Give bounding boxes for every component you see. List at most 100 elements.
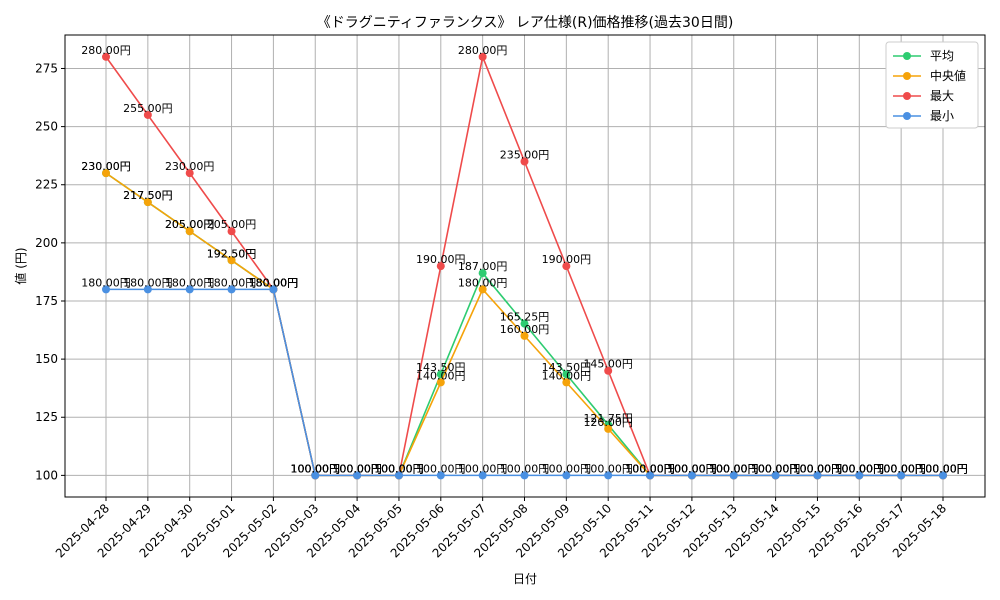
legend-swatch-marker bbox=[903, 92, 911, 100]
data-label: 180.00円 bbox=[249, 276, 299, 289]
data-point bbox=[604, 424, 613, 433]
data-label: 187.00円 bbox=[458, 260, 508, 273]
data-label: 280.00円 bbox=[458, 44, 508, 57]
data-point bbox=[102, 169, 110, 178]
data-label: 100.00円 bbox=[709, 462, 759, 475]
data-label: 100.00円 bbox=[332, 462, 382, 475]
data-point bbox=[771, 471, 780, 480]
data-point bbox=[604, 366, 613, 375]
data-label: 192.50円 bbox=[207, 247, 257, 260]
data-label: 100.00円 bbox=[625, 462, 675, 475]
y-tick-label: 250 bbox=[35, 120, 58, 134]
data-point bbox=[520, 319, 529, 328]
data-point bbox=[394, 471, 403, 480]
data-point bbox=[353, 471, 362, 480]
data-label: 100.00円 bbox=[332, 462, 382, 475]
data-label: 190.00円 bbox=[542, 253, 592, 266]
legend-swatch-marker bbox=[903, 52, 911, 60]
data-label: 100.00円 bbox=[625, 462, 675, 475]
data-label: 100.00円 bbox=[876, 462, 926, 475]
grid bbox=[65, 35, 985, 497]
data-label: 160.00円 bbox=[500, 323, 550, 336]
data-point bbox=[855, 471, 864, 480]
data-label: 100.00円 bbox=[374, 462, 424, 475]
data-point bbox=[185, 169, 194, 178]
data-point bbox=[562, 471, 571, 480]
legend-frame bbox=[885, 41, 979, 129]
data-label: 100.00円 bbox=[876, 462, 926, 475]
data-label: 190.00円 bbox=[416, 253, 466, 266]
data-point bbox=[143, 110, 152, 119]
legend-label: 最小 bbox=[930, 109, 954, 123]
legend-swatch-marker bbox=[903, 112, 911, 120]
data-label: 100.00円 bbox=[667, 462, 717, 475]
data-label: 100.00円 bbox=[709, 462, 759, 475]
data-point bbox=[604, 471, 613, 480]
data-point bbox=[520, 157, 529, 166]
data-point bbox=[478, 471, 487, 480]
data-point bbox=[436, 262, 445, 271]
data-label: 230.00円 bbox=[165, 160, 215, 173]
data-point bbox=[436, 471, 445, 480]
data-label: 100.00円 bbox=[374, 462, 424, 475]
data-label: 100.00円 bbox=[625, 462, 675, 475]
data-label: 205.00円 bbox=[165, 218, 215, 231]
data-label: 100.00円 bbox=[918, 462, 968, 475]
data-label: 121.75円 bbox=[583, 412, 633, 425]
data-point bbox=[562, 370, 571, 379]
data-label: 100.00円 bbox=[332, 462, 382, 475]
data-label: 180.00円 bbox=[458, 276, 508, 289]
data-label: 100.00円 bbox=[625, 462, 675, 475]
legend-label: 最大 bbox=[930, 89, 954, 103]
y-tick-label: 200 bbox=[35, 236, 58, 250]
data-label: 180.00円 bbox=[249, 276, 299, 289]
data-label: 180.00円 bbox=[207, 276, 257, 289]
data-label: 180.00円 bbox=[123, 276, 173, 289]
data-point bbox=[646, 471, 655, 480]
data-point bbox=[143, 285, 152, 294]
data-label: 100.00円 bbox=[667, 462, 717, 475]
data-label: 100.00円 bbox=[793, 462, 843, 475]
data-label: 280.00円 bbox=[81, 44, 131, 57]
data-label: 100.00円 bbox=[291, 462, 341, 475]
data-label: 140.00円 bbox=[542, 369, 592, 382]
data-label: 100.00円 bbox=[709, 462, 759, 475]
data-label: 100.00円 bbox=[500, 462, 550, 475]
data-label: 100.00円 bbox=[458, 462, 508, 475]
data-label: 100.00円 bbox=[751, 462, 801, 475]
data-label: 100.00円 bbox=[793, 462, 843, 475]
legend-label: 平均 bbox=[930, 49, 954, 63]
data-label: 140.00円 bbox=[416, 369, 466, 382]
chart-title: 《ドラグニティファランクス》 レア仕様(R)価格推移(過去30日間) bbox=[317, 15, 734, 31]
y-axis-label: 値 (円) bbox=[13, 247, 28, 284]
x-axis-label: 日付 bbox=[513, 572, 537, 586]
data-point bbox=[897, 471, 906, 480]
data-point bbox=[311, 471, 320, 480]
data-label: 100.00円 bbox=[291, 462, 341, 475]
data-label: 143.50円 bbox=[416, 361, 466, 374]
data-point bbox=[143, 198, 152, 207]
data-label: 255.00円 bbox=[123, 102, 173, 115]
data-point bbox=[478, 285, 487, 294]
data-label: 180.00円 bbox=[249, 276, 299, 289]
data-label: 100.00円 bbox=[542, 462, 592, 475]
data-label: 100.00円 bbox=[835, 462, 885, 475]
data-point bbox=[729, 471, 738, 480]
data-label: 100.00円 bbox=[416, 462, 466, 475]
y-tick-label: 150 bbox=[35, 352, 58, 366]
data-label: 100.00円 bbox=[374, 462, 424, 475]
series-layer bbox=[102, 52, 947, 480]
data-label: 100.00円 bbox=[709, 462, 759, 475]
data-point bbox=[185, 227, 194, 236]
data-point bbox=[562, 378, 571, 387]
y-tick-label: 125 bbox=[35, 410, 58, 424]
data-point bbox=[687, 471, 696, 480]
data-label: 145.00円 bbox=[583, 358, 633, 371]
data-label: 100.00円 bbox=[876, 462, 926, 475]
data-point bbox=[436, 378, 445, 387]
data-point bbox=[939, 471, 947, 480]
data-label: 100.00円 bbox=[667, 462, 717, 475]
y-tick-label: 175 bbox=[35, 294, 58, 308]
